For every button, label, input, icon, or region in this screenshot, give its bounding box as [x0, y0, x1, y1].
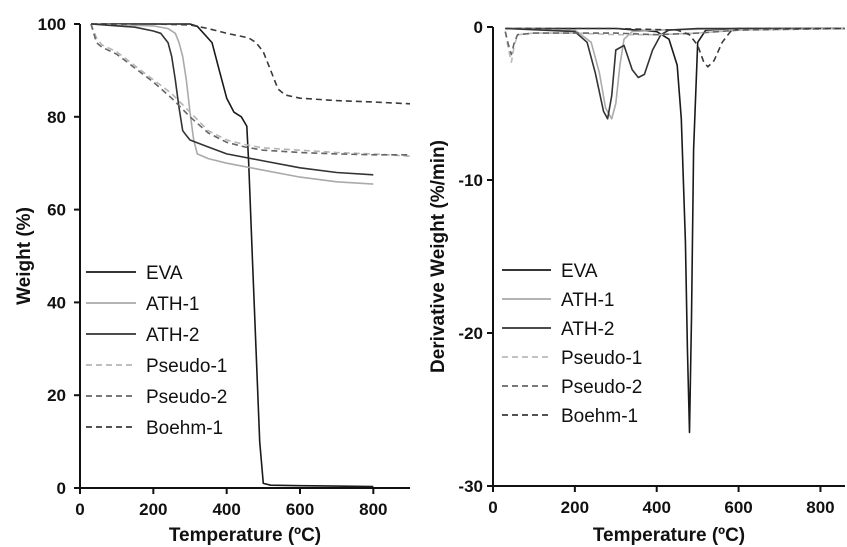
legend-label: Pseudo-1	[146, 356, 227, 377]
legend-label: EVA	[561, 261, 598, 282]
x-tick-label: 0	[75, 500, 84, 519]
x-tick-label: 800	[806, 498, 834, 517]
x-axis-title: Temperature (ºC)	[593, 525, 745, 546]
y-axis-title: Weight (%)	[14, 207, 35, 305]
y-tick-label: 0	[57, 479, 66, 498]
y-tick-label: -30	[458, 477, 483, 496]
legend-label: ATH-1	[146, 294, 199, 315]
legend-label: EVA	[146, 263, 183, 284]
derivative-chart-panel: 0 200 400 600 800 0 -10 -20 -30 Temperature (ºC) D…	[428, 18, 846, 546]
series-line-boehm-1	[91, 23, 411, 105]
series-line-ath-2	[505, 27, 845, 120]
legend-label: ATH-1	[561, 290, 614, 311]
series-line-pseudo-2	[90, 23, 410, 156]
y-tick-label: -20	[458, 324, 483, 343]
weight-chart-panel: 0 200 400 600 800 0 20 40 60 80 100 Temperature (ºC…	[14, 15, 411, 546]
x-tick-label: 400	[643, 498, 671, 517]
legend: EVA ATH-1 ATH-2 Pseudo-1 Pseudo-2 Boehm-1	[502, 261, 642, 427]
x-tick-label: 200	[139, 500, 167, 519]
y-tick-label: 20	[47, 386, 66, 405]
legend-label: ATH-2	[146, 325, 199, 346]
x-tick-label: 600	[286, 500, 314, 519]
series-line-eva	[91, 23, 374, 488]
y-tick-label: -10	[458, 171, 483, 190]
legend-label: Pseudo-2	[146, 387, 227, 408]
y-tick-label: 80	[47, 108, 66, 127]
y-axis-title: Derivative Weight (%/min)	[428, 140, 449, 373]
x-axis-title: Temperature (ºC)	[169, 525, 321, 546]
x-tick-label: 600	[724, 498, 752, 517]
series-line-boehm-1	[505, 27, 845, 68]
y-tick-label: 40	[47, 293, 66, 312]
series-line-ath-1	[90, 23, 374, 185]
legend-label: Pseudo-1	[561, 348, 642, 369]
series-line-ath-1	[505, 27, 845, 120]
series-line-pseudo-2	[504, 27, 846, 56]
x-tick-label: 0	[488, 498, 497, 517]
legend-label: Boehm-1	[561, 406, 638, 427]
x-tick-label: 200	[561, 498, 589, 517]
series-line-pseudo-1	[90, 23, 411, 157]
legend-label: Pseudo-2	[561, 377, 642, 398]
y-tick-label: 60	[47, 201, 66, 220]
series-line-eva	[505, 27, 845, 434]
legend-label: ATH-2	[561, 319, 614, 340]
series-line-ath-2	[90, 23, 374, 176]
y-tick-label: 100	[38, 15, 66, 34]
legend: EVA ATH-1 ATH-2 Pseudo-1 Pseudo-2 Boehm-1	[86, 263, 227, 439]
x-tick-label: 400	[212, 500, 240, 519]
y-tick-label: 0	[474, 18, 483, 37]
x-tick-label: 800	[359, 500, 387, 519]
legend-label: Boehm-1	[146, 418, 223, 439]
